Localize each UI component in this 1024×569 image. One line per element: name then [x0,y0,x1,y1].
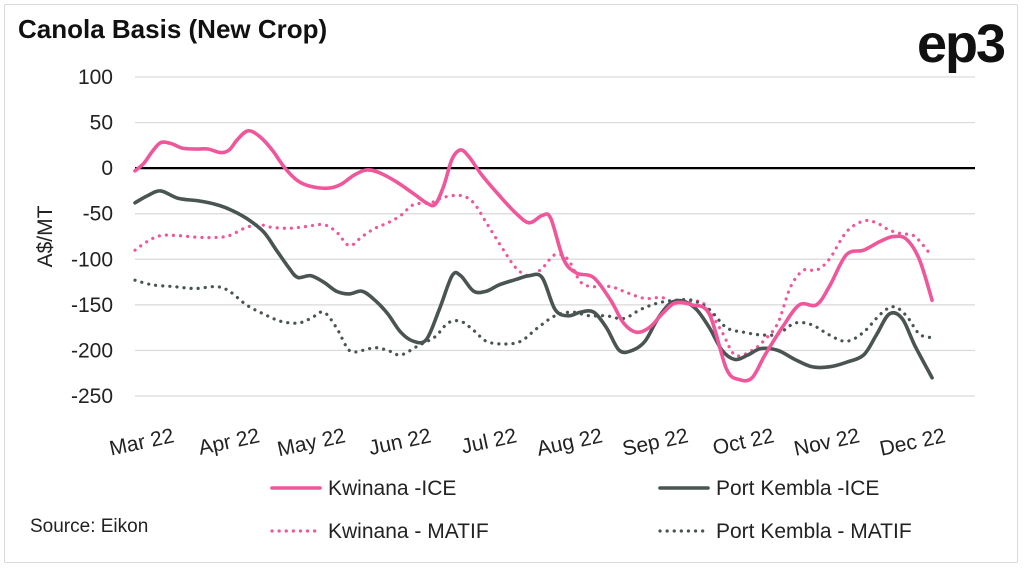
y-tick-label: -150 [71,294,113,317]
x-tick-label: Oct 22 [711,424,776,459]
x-tick-label: Nov 22 [792,424,862,460]
x-tick-label: Sep 22 [620,424,690,460]
y-tick-label: 50 [90,112,113,135]
x-tick-label: Apr 22 [196,424,261,459]
y-tick-label: -250 [71,385,113,408]
gridlines [135,76,975,397]
y-axis-ticks: 100 50 0 -50 -100 -150 -200 -250 [71,66,113,408]
y-tick-label: 0 [101,157,113,180]
x-tick-label: Jun 22 [367,424,433,460]
series-line-port-kembla-ice [133,189,934,380]
x-tick-label: Jul 22 [459,424,519,458]
y-tick-label: -200 [71,339,113,362]
chart-frame [4,4,1018,563]
y-axis-label: A$/MT [34,205,57,267]
legend-label: Kwinana - MATIF [328,520,489,543]
y-tick-label: -50 [83,203,113,226]
series-line-port-kembla-matif [133,278,934,357]
legend-label: Port Kembla -ICE [716,477,879,500]
x-tick-label: Aug 22 [535,424,605,460]
series-line-kwinana-ice [133,128,934,383]
ep3-logo: ep3 [916,14,1006,74]
legend-label: Kwinana -ICE [328,477,456,500]
x-tick-label: Dec 22 [878,424,948,460]
x-tick-label: Mar 22 [107,424,176,460]
series-lines [133,128,934,383]
source-note: Source: Eikon [30,516,149,537]
chart-title: Canola Basis (New Crop) [18,14,328,44]
legend-label: Port Kembla - MATIF [716,520,912,543]
x-axis-ticks: Mar 22 Apr 22 May 22 Jun 22 Jul 22 Aug 22 Sep … [107,424,947,461]
x-tick-label: May 22 [275,424,347,461]
y-tick-label: -100 [71,248,113,271]
y-tick-label: 100 [78,66,113,89]
legend: Kwinana -ICE Port Kembla -ICE Kwinana - MA… [270,477,912,543]
